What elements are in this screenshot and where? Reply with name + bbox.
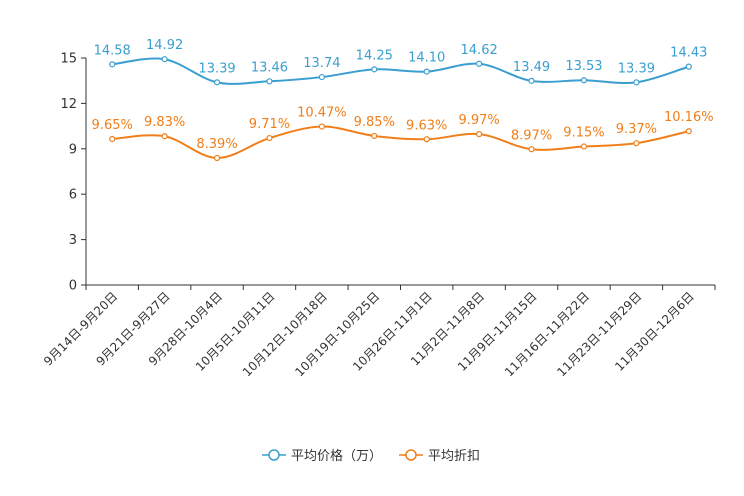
data-point [685,63,692,70]
data-label: 9.65% [92,118,133,133]
data-point [266,78,273,85]
data-label: 9.97% [458,113,499,128]
y-tick-label: 3 [69,233,77,248]
data-label: 13.74 [303,56,340,71]
data-label: 14.25 [356,48,393,63]
data-point [423,68,430,75]
y-tick-label: 12 [60,97,77,112]
data-point [685,128,692,135]
legend-label: 平均价格（万） [291,448,382,464]
legend-marker-icon [405,449,417,461]
legend: 平均价格（万） 平均折扣 [262,448,480,464]
data-label: 9.71% [249,117,290,132]
data-label: 10.47% [297,106,347,121]
series-layer: 14.58 14.92 13.39 13.46 13.74 14.25 14.10 14.62… [92,38,714,162]
y-tick-label: 6 [69,188,77,203]
data-point [266,134,273,142]
series-average-discount: 9.65% 9.83% 8.39% 9.71% 10.47% 9.85% 9.63% 9.97… [92,106,714,162]
data-point [633,140,640,147]
data-label: 13.49 [513,60,550,75]
data-point [318,123,325,130]
series-line [112,125,690,160]
data-point [423,136,430,143]
data-point [528,146,535,153]
data-point [580,77,588,84]
data-point [109,61,116,68]
data-label: 13.53 [565,59,602,74]
legend-label: 平均折扣 [428,449,480,464]
data-label: 13.39 [618,61,655,76]
data-label: 13.39 [198,61,235,76]
legend-item-average-price: 平均价格（万） [262,448,382,464]
data-label: 14.62 [461,43,498,58]
data-label: 9.85% [354,115,395,130]
data-point [476,60,483,67]
data-point [476,131,483,138]
data-label: 14.92 [146,38,183,53]
data-label: 14.58 [94,43,131,58]
data-label: 9.15% [563,126,604,141]
series-average-price: 14.58 14.92 13.39 13.46 13.74 14.25 14.10 14.62… [94,38,707,86]
data-label: 8.39% [196,137,237,152]
data-label: 14.10 [408,51,445,66]
data-point [580,143,588,150]
data-point [161,56,168,63]
data-point [161,133,168,140]
data-label: 9.37% [616,122,657,137]
legend-marker-icon [268,449,280,461]
data-point [371,66,378,73]
data-label: 9.83% [144,115,185,130]
data-label: 9.63% [406,118,447,133]
data-label: 10.16% [664,110,714,125]
data-label: 14.43 [670,46,707,61]
data-point [633,79,640,86]
data-point [109,135,116,143]
axes: 036912159月14日-9月20日9月21日-9月27日9月28日-10月4… [41,52,716,379]
data-point [213,154,221,162]
data-point [318,73,325,81]
data-point [528,77,535,84]
data-point [371,132,378,140]
legend-item-average-discount: 平均折扣 [399,449,480,464]
y-tick-label: 0 [69,279,77,294]
data-label: 13.46 [251,60,288,75]
y-tick-label: 9 [69,142,77,157]
data-label: 8.97% [511,128,552,143]
y-tick-label: 15 [60,52,77,67]
data-point [213,79,221,86]
series-line [112,57,690,85]
